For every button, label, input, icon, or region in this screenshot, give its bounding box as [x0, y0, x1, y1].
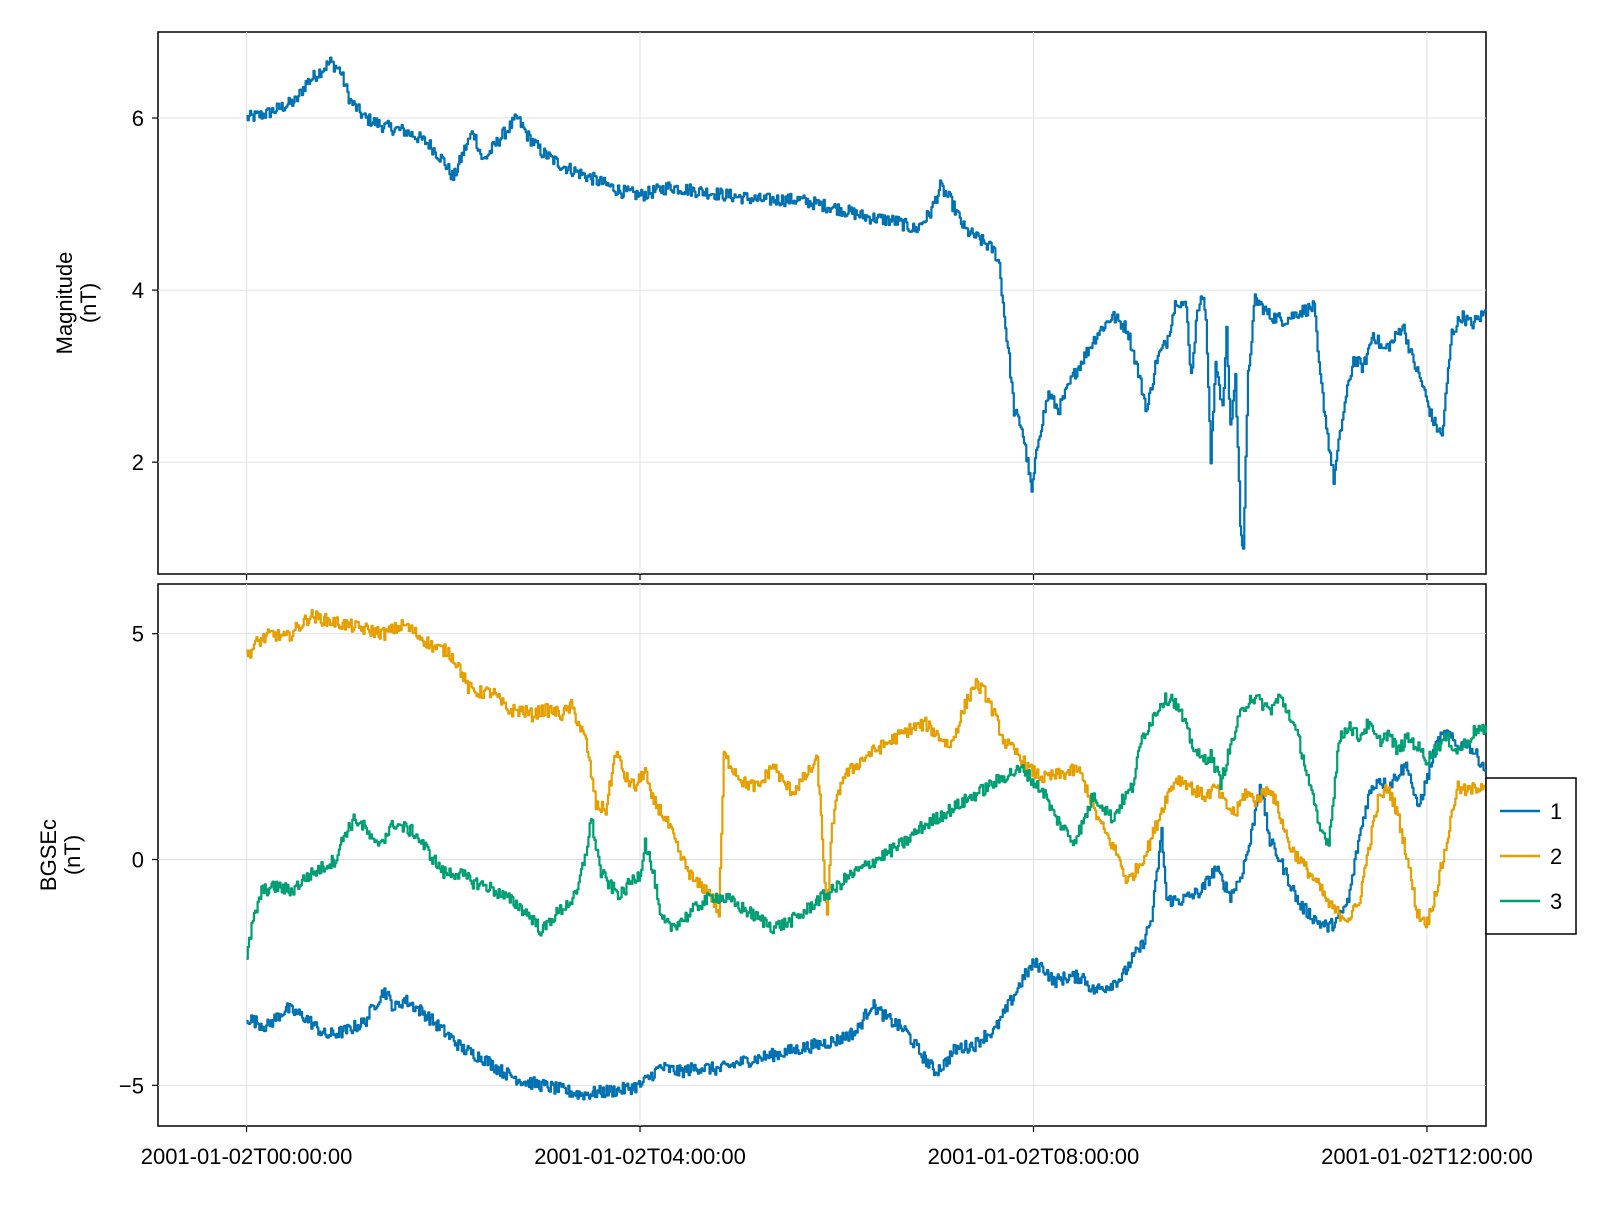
bgsec-panel: −5 0 5 2001-01-02T00:00:00 2001-01-02T04:00… — [36, 583, 1533, 1169]
x-tick-label: 2001-01-02T12:00:00 — [1321, 1144, 1533, 1169]
x-tick-label: 2001-01-02T08:00:00 — [928, 1144, 1140, 1169]
magnitude-y-ticks: 2 4 6 — [132, 106, 158, 475]
magnitude-y-label-line2: (nT) — [76, 283, 101, 323]
magnitude-series-magnitude-line — [246, 56, 1488, 550]
magnitude-y-tick-label: 4 — [132, 278, 144, 303]
bgsec-y-label-line1: BGSEc — [36, 819, 61, 891]
magnitude-y-tick-label: 2 — [132, 450, 144, 475]
bgsec-grid — [158, 584, 1486, 1132]
bgsec-y-ticks: −5 0 5 — [119, 622, 158, 1098]
x-ticks: 2001-01-02T00:00:00 2001-01-02T04:00:00 20… — [141, 1144, 1533, 1169]
bgsec-y-tick-label: 5 — [132, 622, 144, 647]
bgsec-series-3-line — [246, 692, 1488, 960]
magnitude-series — [246, 56, 1488, 550]
magnitude-plot-frame — [157, 31, 1487, 575]
bgsec-y-tick-label: −5 — [119, 1073, 144, 1098]
legend-label-1: 1 — [1550, 799, 1562, 824]
x-tick-label: 2001-01-02T04:00:00 — [534, 1144, 746, 1169]
bgsec-y-tick-label: 0 — [132, 848, 144, 873]
bgsec-y-label-line2: (nT) — [60, 835, 85, 875]
magnitude-grid — [158, 32, 1486, 580]
magnitude-y-tick-label: 6 — [132, 106, 144, 131]
magnitude-y-label-line1: Magnitude — [52, 252, 77, 355]
legend-label-3: 3 — [1550, 889, 1562, 914]
x-tick-label: 2001-01-02T00:00:00 — [141, 1144, 353, 1169]
legend: 1 2 3 — [1485, 777, 1577, 935]
bgsec-series-1-line — [246, 729, 1488, 1101]
magnitude-panel: 2 4 6 Magnitude (nT) — [52, 31, 1488, 580]
bgsec-series-2-line — [246, 609, 1488, 929]
legend-label-2: 2 — [1550, 844, 1562, 869]
bgsec-series — [246, 609, 1488, 1101]
